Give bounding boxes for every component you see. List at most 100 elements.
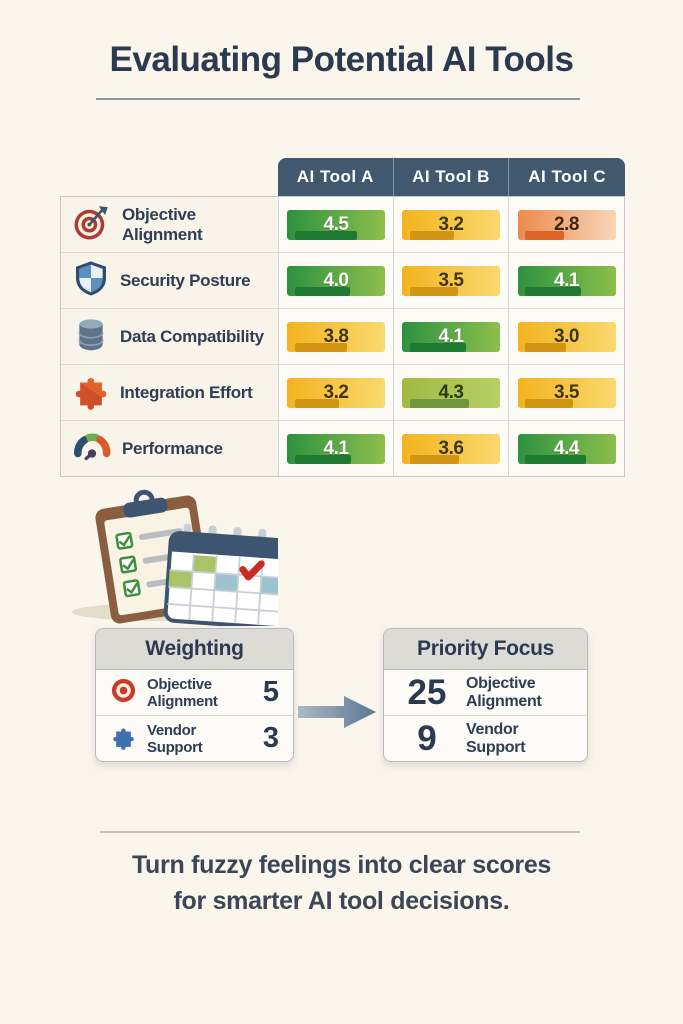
column-header-tool-a: AI Tool A xyxy=(278,158,394,196)
criterion-label: Integration Effort xyxy=(120,382,253,402)
calendar-icon xyxy=(163,523,295,631)
table-row: Performance 4.1 3.6 4.4 xyxy=(61,421,624,476)
score-bar-fill xyxy=(409,454,459,464)
row-label-cell: Performance xyxy=(61,421,279,476)
table-body: Objective Alignment 4.5 3.2 2.8 xyxy=(60,196,625,477)
priority-panel-title: Priority Focus xyxy=(384,629,587,670)
gauge-icon xyxy=(71,426,113,471)
score-bar: 3.6 xyxy=(402,433,500,464)
table-row: Data Compatibility 3.8 4.1 3.0 xyxy=(61,309,624,365)
score-bar: 3.8 xyxy=(287,321,385,352)
score-cell: 4.4 xyxy=(509,421,624,476)
weighting-value: 3 xyxy=(262,722,279,754)
score-bar: 4.1 xyxy=(287,433,385,464)
page-title: Evaluating Potential AI Tools xyxy=(109,40,574,79)
clipboard-calendar-illustration xyxy=(50,486,295,631)
score-cell: 2.8 xyxy=(509,197,624,252)
column-header-tool-c: AI Tool C xyxy=(509,158,625,196)
score-cell: 4.3 xyxy=(394,365,509,420)
puzzle-icon xyxy=(71,369,111,416)
score-value: 3.6 xyxy=(438,437,464,459)
right-arrow-icon xyxy=(296,692,378,737)
tagline-divider xyxy=(100,831,580,833)
score-bar: 4.3 xyxy=(402,377,500,408)
score-value: 4.1 xyxy=(438,325,464,347)
score-cell: 3.8 xyxy=(279,309,394,364)
score-value: 4.0 xyxy=(323,269,349,291)
priority-value: 9 xyxy=(417,718,437,758)
priority-focus-panel: Priority Focus 25 Objective Alignment 9 … xyxy=(383,628,588,762)
target-icon xyxy=(71,201,113,248)
criterion-label: Performance xyxy=(122,438,223,458)
score-bar: 4.0 xyxy=(287,265,385,296)
table-row: Security Posture 4.0 3.5 4.1 xyxy=(61,253,624,309)
weighting-value: 5 xyxy=(262,676,279,708)
score-bar-fill xyxy=(525,286,582,296)
priority-criterion-label: Vendor Support xyxy=(466,720,526,756)
criterion-label: Data Compatibility xyxy=(120,326,264,346)
score-bar-fill xyxy=(525,230,564,240)
weighting-row: Vendor Support 3 xyxy=(96,715,293,761)
score-cell: 3.0 xyxy=(509,309,624,364)
score-bar: 4.1 xyxy=(402,321,500,352)
title-underline xyxy=(96,98,580,100)
score-cell: 4.1 xyxy=(394,309,509,364)
score-value: 4.4 xyxy=(554,437,579,459)
row-label-cell: Security Posture xyxy=(61,253,279,308)
score-bar: 4.1 xyxy=(517,265,616,296)
table-header-row: AI Tool A AI Tool B AI Tool C xyxy=(60,158,625,196)
score-cell: 3.5 xyxy=(509,365,624,420)
weighting-row: Objective Alignment 5 xyxy=(96,670,293,715)
priority-criterion-label: Objective Alignment xyxy=(466,674,542,710)
shield-icon xyxy=(71,257,111,304)
score-value: 4.3 xyxy=(438,381,464,403)
table-row: Integration Effort 3.2 4.3 3.5 xyxy=(61,365,624,421)
weighting-panel-title: Weighting xyxy=(96,629,293,670)
score-bar: 4.4 xyxy=(517,433,616,464)
row-label-cell: Data Compatibility xyxy=(61,309,279,364)
row-label-cell: Integration Effort xyxy=(61,365,279,420)
criterion-label: Security Posture xyxy=(120,270,251,290)
score-bar-fill xyxy=(525,398,574,408)
score-bar: 3.5 xyxy=(517,377,616,408)
score-cell: 3.2 xyxy=(279,365,394,420)
score-cell: 3.6 xyxy=(394,421,509,476)
score-value: 4.1 xyxy=(554,269,579,291)
score-bar: 3.5 xyxy=(402,265,500,296)
column-header-tool-b: AI Tool B xyxy=(393,158,510,196)
score-value: 3.2 xyxy=(323,381,349,403)
score-cell: 4.1 xyxy=(509,253,624,308)
score-cell: 4.1 xyxy=(279,421,394,476)
score-value: 4.1 xyxy=(323,437,349,459)
score-bar-fill xyxy=(409,342,466,352)
tagline-line-1: Turn fuzzy feelings into clear scores xyxy=(131,851,552,879)
weighting-criterion-label: Vendor Support xyxy=(147,721,203,756)
weighting-panel: Weighting Objective Alignment 5 Vendor S… xyxy=(95,628,294,762)
score-value: 3.2 xyxy=(438,213,464,235)
criterion-label: Objective Alignment xyxy=(122,204,203,244)
priority-value: 25 xyxy=(407,672,447,712)
database-icon xyxy=(71,313,111,360)
comparison-table: AI Tool A AI Tool B AI Tool C xyxy=(60,158,625,477)
score-value: 3.5 xyxy=(554,381,579,403)
score-bar-fill xyxy=(294,286,350,296)
score-value: 3.8 xyxy=(323,325,349,347)
score-cell: 3.2 xyxy=(394,197,509,252)
score-bar: 3.0 xyxy=(517,321,616,352)
tagline-line-2: for smarter AI tool decisions. xyxy=(173,887,510,915)
score-cell: 3.5 xyxy=(394,253,509,308)
puzzle-icon xyxy=(110,723,137,755)
score-bar-fill xyxy=(294,398,339,408)
score-value: 4.5 xyxy=(323,213,349,235)
score-bar: 4.5 xyxy=(287,209,385,240)
table-row: Objective Alignment 4.5 3.2 2.8 xyxy=(61,197,624,253)
row-label-cell: Objective Alignment xyxy=(61,197,279,252)
score-bar-fill xyxy=(409,398,469,408)
score-bar-fill xyxy=(409,230,454,240)
score-bar: 2.8 xyxy=(517,209,616,240)
score-bar: 3.2 xyxy=(287,377,385,408)
score-bar-fill xyxy=(409,286,458,296)
score-cell: 4.5 xyxy=(279,197,394,252)
score-bar-fill xyxy=(525,454,587,464)
score-cell: 4.0 xyxy=(279,253,394,308)
